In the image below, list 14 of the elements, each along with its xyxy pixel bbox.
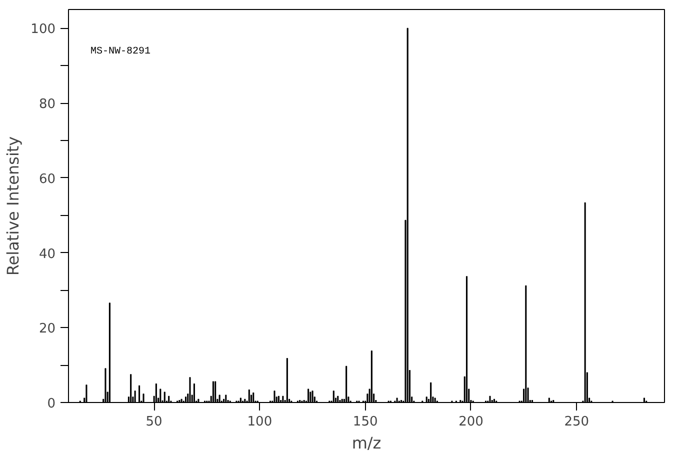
y-tick-label: 100 bbox=[30, 22, 56, 38]
x-tick-label: 200 bbox=[458, 414, 484, 430]
x-tick-label: 100 bbox=[247, 414, 272, 430]
y-axis-title: Relative Intensity bbox=[4, 136, 23, 276]
y-tick-label: 40 bbox=[38, 246, 56, 262]
y-tick-label: 80 bbox=[38, 97, 56, 112]
y-tick-label: 0 bbox=[47, 396, 56, 412]
x-tick-label: 50 bbox=[146, 414, 162, 430]
x-tick-label: 250 bbox=[564, 414, 590, 430]
y-tick-label: 20 bbox=[38, 322, 56, 337]
x-tick-label: 150 bbox=[352, 414, 378, 430]
y-tick-label: 60 bbox=[38, 172, 56, 187]
annotation: MS-NW-8291 bbox=[90, 46, 151, 58]
x-axis-title: m/z bbox=[352, 434, 382, 452]
